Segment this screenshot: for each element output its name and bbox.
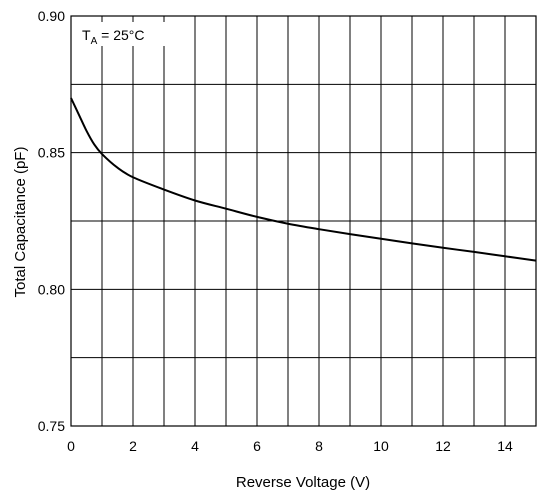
capacitance-curve	[70, 97, 537, 262]
x-tick-label: 10	[373, 438, 389, 454]
x-tick-label: 6	[253, 438, 261, 454]
y-tick-label: 0.80	[38, 281, 65, 297]
y-axis-label: Total Capacitance (pF)	[12, 147, 29, 298]
y-tick-labels: 0.75 0.80 0.85 0.90	[38, 8, 65, 434]
x-tick-label: 4	[191, 438, 199, 454]
x-tick-label: 2	[129, 438, 137, 454]
x-tick-label: 12	[435, 438, 451, 454]
annotation-suffix: = 25°C	[97, 27, 144, 43]
annotation-background	[77, 22, 165, 46]
y-tick-label: 0.85	[38, 145, 65, 161]
temperature-annotation: TA = 25°C	[82, 27, 144, 47]
plot-frame	[70, 15, 537, 427]
x-axis-label: Reverse Voltage (V)	[236, 474, 370, 491]
grid-lines	[71, 16, 536, 426]
y-tick-label: 0.75	[38, 418, 65, 434]
x-tick-label: 0	[67, 438, 75, 454]
annotation-subscript: A	[91, 36, 98, 47]
x-tick-label: 8	[315, 438, 323, 454]
annotation-main: T	[82, 27, 91, 43]
y-tick-label: 0.90	[38, 8, 65, 24]
x-tick-label: 14	[497, 438, 513, 454]
x-tick-labels: 0 2 4 6 8 10 12 14	[67, 438, 513, 454]
